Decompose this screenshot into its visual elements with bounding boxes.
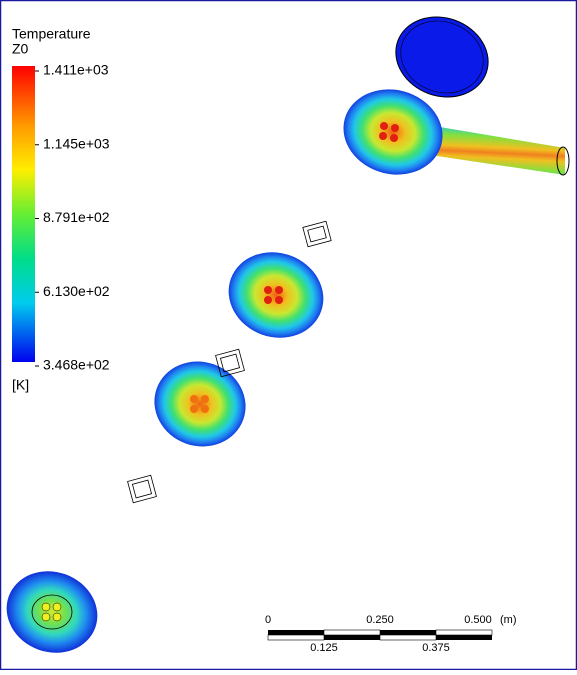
legend-tick-label: 1.411e+03 [43,62,109,78]
legend-tick-label: 1.145e+03 [43,135,110,151]
viewport: Temperature Z0 1.411e+03 1.145e+03 8.791e+… [0,0,577,670]
legend-tick-label: 6.130e+02 [43,283,110,299]
color-bar [12,66,35,362]
scale-unit: (m) [500,614,517,626]
scale-bar [268,630,492,640]
legend-tick-label: 8.791e+02 [43,209,110,225]
scale-label: 0 [265,614,271,626]
scale-label: 0.500 [464,614,492,626]
scale-label: 0.250 [366,614,394,626]
legend-tick-label: 3.468e+02 [43,357,110,373]
scale-label: 0.375 [422,642,450,654]
scale-label: 0.125 [310,642,338,654]
legend-subtitle: Z0 [12,41,29,57]
legend-title: Temperature [12,26,91,42]
legend-unit: [K] [12,377,29,393]
